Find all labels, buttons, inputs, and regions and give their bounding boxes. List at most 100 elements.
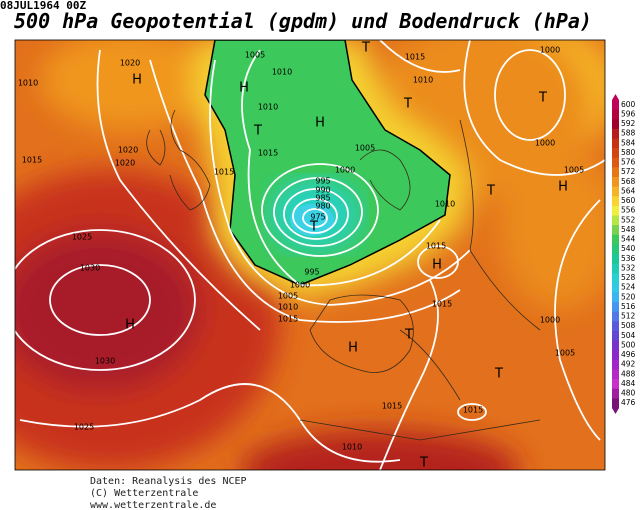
isobar-label: 1010 <box>435 200 455 209</box>
pressure-center: T <box>361 41 370 56</box>
colorbar-tick-label: 500 <box>621 340 636 349</box>
colorbar-swatch <box>612 119 619 130</box>
pressure-center: T <box>253 124 262 139</box>
colorbar-swatch <box>612 302 619 313</box>
isobar-label: 1000 <box>290 281 310 290</box>
isobar-label: 1005 <box>555 349 575 358</box>
colorbar-swatch <box>612 205 619 216</box>
isobar-label: 1010 <box>278 303 298 312</box>
map-area: 1010 1020 1005 1010 1015 1010 1000 1010 1015 1015… <box>15 40 605 471</box>
isobar-label: 980 <box>315 202 330 211</box>
colorbar-swatch <box>612 244 619 255</box>
coastlines <box>146 109 541 441</box>
colorbar-swatch <box>612 273 619 284</box>
colorbar-swatch <box>612 234 619 245</box>
colorbar-tick-label: 576 <box>621 158 636 167</box>
colorbar-swatch <box>612 311 619 322</box>
pressure-center: T <box>403 97 412 112</box>
colorbar-swatch <box>612 148 619 159</box>
pressure-center: H <box>315 116 325 131</box>
colorbar-swatch <box>612 331 619 342</box>
colorbar-tick-label: 540 <box>621 244 636 253</box>
pressure-center: T <box>538 91 547 106</box>
isobar-label: 1015 <box>463 406 483 415</box>
colorbar-tick-label: 484 <box>621 379 636 388</box>
map-frame <box>14 39 606 471</box>
isobar-label: 1010 <box>272 68 292 77</box>
colorbar-swatch <box>612 398 619 409</box>
isobar-label: 1000 <box>540 46 560 55</box>
colorbar-swatch <box>612 109 619 120</box>
colorbar-tick-label: 488 <box>621 369 636 378</box>
colorbar-tick-label: 588 <box>621 129 636 138</box>
isobar-label: 1000 <box>540 316 560 325</box>
colorbar-tick-label: 528 <box>621 273 636 282</box>
colorbar-swatch <box>612 340 619 351</box>
isobar-label: 1010 <box>413 76 433 85</box>
isobar-label: 975 <box>310 213 325 222</box>
colorbar-tick-label: 544 <box>621 235 636 244</box>
isobar-label: 1015 <box>22 156 42 165</box>
isobar-label: 1010 <box>342 443 362 452</box>
footer-line: Daten: Reanalysis des NCEP <box>90 476 247 487</box>
colorbar-swatch <box>612 254 619 265</box>
footer-line: www.wetterzentrale.de <box>90 500 216 510</box>
colorbar-tick-label: 592 <box>621 119 636 128</box>
isobar-label: 1015 <box>382 402 402 411</box>
isobar-label: 1015 <box>278 315 298 324</box>
colorbar-tick-label: 480 <box>621 389 636 398</box>
colorbar-arrow-bottom <box>612 408 619 414</box>
colorbar-tick-label: 476 <box>621 398 636 407</box>
colorbar-swatch <box>612 321 619 332</box>
colorbar-swatch <box>612 196 619 207</box>
isobar-label: 1025 <box>74 423 94 432</box>
pressure-center: H <box>239 81 249 96</box>
isobar-labels: 1010 1020 1005 1010 1015 1010 1000 1010 1015 1015… <box>18 46 584 452</box>
colorbar-swatch <box>612 167 619 178</box>
colorbar-tick-label: 572 <box>621 167 636 176</box>
isobar-label: 1010 <box>258 103 278 112</box>
pressure-center: T <box>309 220 318 235</box>
colorbar: 6005965925885845805765725685645605565525… <box>612 94 636 414</box>
isobar-label: 995 <box>304 268 319 277</box>
colorbar-tick-label: 560 <box>621 196 636 205</box>
colorbar-tick-label: 504 <box>621 331 636 340</box>
colorbar-tick-label: 552 <box>621 215 636 224</box>
pressure-centers: H T H T T T H T H T H H T H T T <box>125 41 568 471</box>
pressure-center: H <box>132 73 142 88</box>
colorbar-tick-label: 600 <box>621 100 636 109</box>
colorbar-swatch <box>612 292 619 303</box>
colorbar-swatch <box>612 186 619 197</box>
pressure-center: T <box>486 184 495 199</box>
isobar-label: 1005 <box>564 166 584 175</box>
colorbar-tick-label: 564 <box>621 186 636 195</box>
isobar-label: 1030 <box>80 264 100 273</box>
colorbar-swatch <box>612 177 619 188</box>
colorbar-tick-label: 584 <box>621 138 636 147</box>
isobar-label: 995 <box>315 177 330 186</box>
colorbar-swatch <box>612 225 619 236</box>
colorbar-tick-label: 596 <box>621 109 636 118</box>
colorbar-tick-label: 536 <box>621 254 636 263</box>
colorbar-swatch <box>612 215 619 226</box>
isobar-label: 985 <box>315 194 330 203</box>
colorbar-tick-label: 496 <box>621 350 636 359</box>
map-title: 500 hPa Geopotential (gpdm) und Bodendru… <box>14 9 592 33</box>
isobar-label: 1025 <box>72 233 92 242</box>
colorbar-tick-label: 548 <box>621 225 636 234</box>
isobar-label: 1010 <box>18 79 38 88</box>
colorbar-tick-label: 508 <box>621 321 636 330</box>
isobar-label: 1020 <box>115 159 135 168</box>
pressure-center: H <box>432 258 442 273</box>
colorbar-swatch <box>612 100 619 111</box>
isobar-label: 1005 <box>278 292 298 301</box>
isobar-label: 990 <box>315 186 330 195</box>
colorbar-swatch <box>612 128 619 139</box>
isobar-label: 1015 <box>405 53 425 62</box>
date-label: 08JUL1964 00Z <box>0 0 86 12</box>
isobar-label: 1015 <box>432 300 452 309</box>
colorbar-arrow-top <box>612 94 619 100</box>
isobar-label: 1020 <box>118 146 138 155</box>
isobar-label: 1015 <box>214 168 234 177</box>
